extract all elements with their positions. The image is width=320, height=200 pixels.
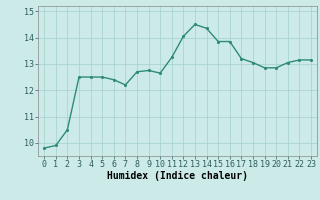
X-axis label: Humidex (Indice chaleur): Humidex (Indice chaleur) bbox=[107, 171, 248, 181]
